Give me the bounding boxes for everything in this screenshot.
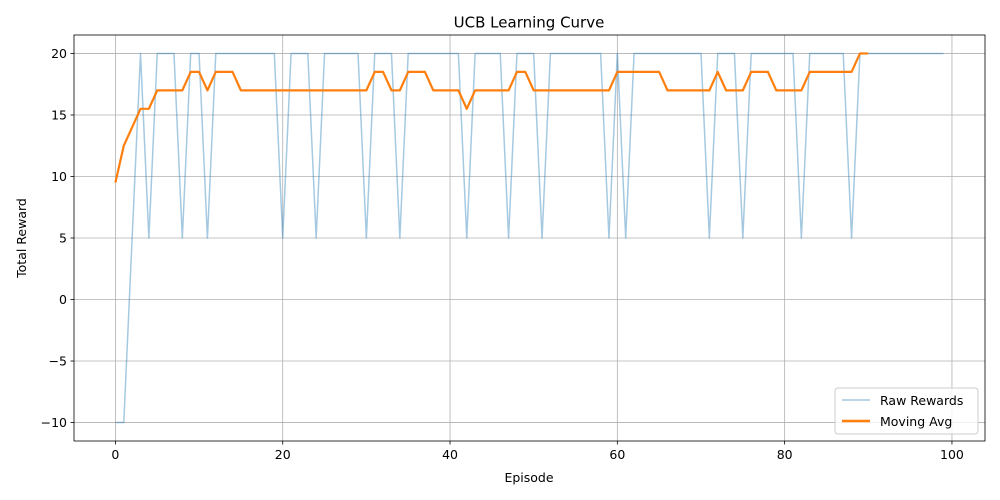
x-tick-label: 20 [275,447,291,462]
y-axis-title: Total Reward [14,198,29,279]
y-tick-label: 15 [51,107,67,122]
y-tick-label: 20 [51,46,67,61]
x-tick-label: 0 [111,447,119,462]
x-axis: 0 20 40 60 80 100 [111,441,964,462]
chart-title: UCB Learning Curve [454,14,605,32]
moving-avg-line [114,52,869,183]
x-axis-title: Episode [504,470,553,485]
y-tick-label: −10 [41,415,67,430]
y-tick-label: 0 [59,292,67,307]
x-tick-label: 100 [940,447,964,462]
legend-box [834,387,979,435]
y-tick-label: 10 [51,169,67,184]
raw-rewards-line [115,52,944,424]
legend: Raw Rewards Moving Avg [834,387,979,435]
y-axis: −10 −5 0 5 10 15 20 [41,46,74,430]
x-tick-label: 60 [609,447,625,462]
series-layer [114,52,944,424]
grid-lines [74,35,985,441]
x-tick-label: 80 [777,447,793,462]
legend-label-moving-avg: Moving Avg [880,414,952,429]
legend-label-raw-rewards: Raw Rewards [880,393,963,408]
y-tick-label: 5 [59,231,67,246]
y-tick-label: −5 [49,354,67,369]
x-tick-label: 40 [442,447,458,462]
